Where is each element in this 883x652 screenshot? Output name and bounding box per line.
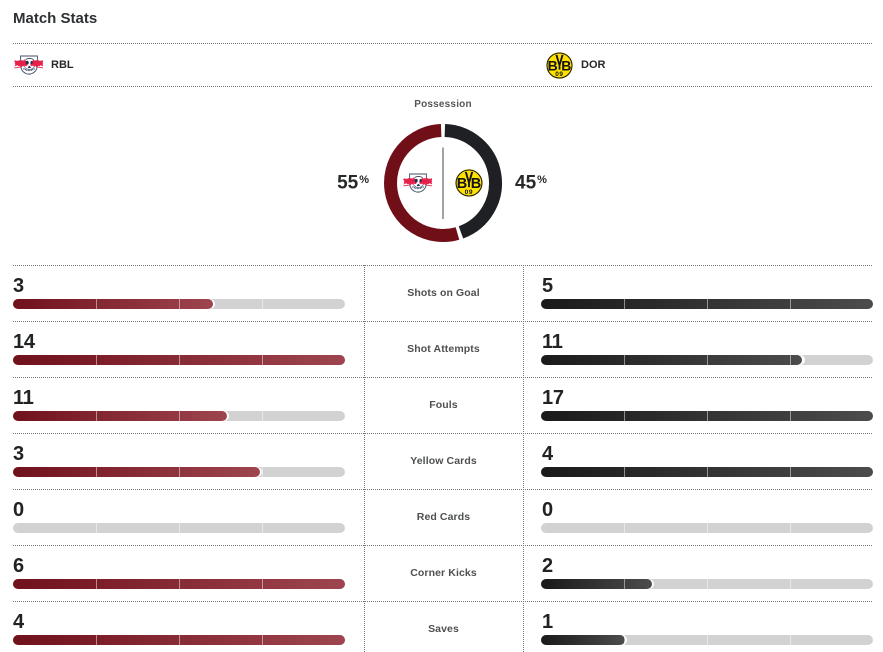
- svg-text:B: B: [548, 57, 558, 73]
- svg-text:B: B: [561, 57, 571, 73]
- svg-text:B: B: [470, 176, 480, 192]
- svg-text:B: B: [456, 176, 466, 192]
- svg-text:09: 09: [464, 189, 473, 196]
- svg-text:09: 09: [555, 71, 563, 78]
